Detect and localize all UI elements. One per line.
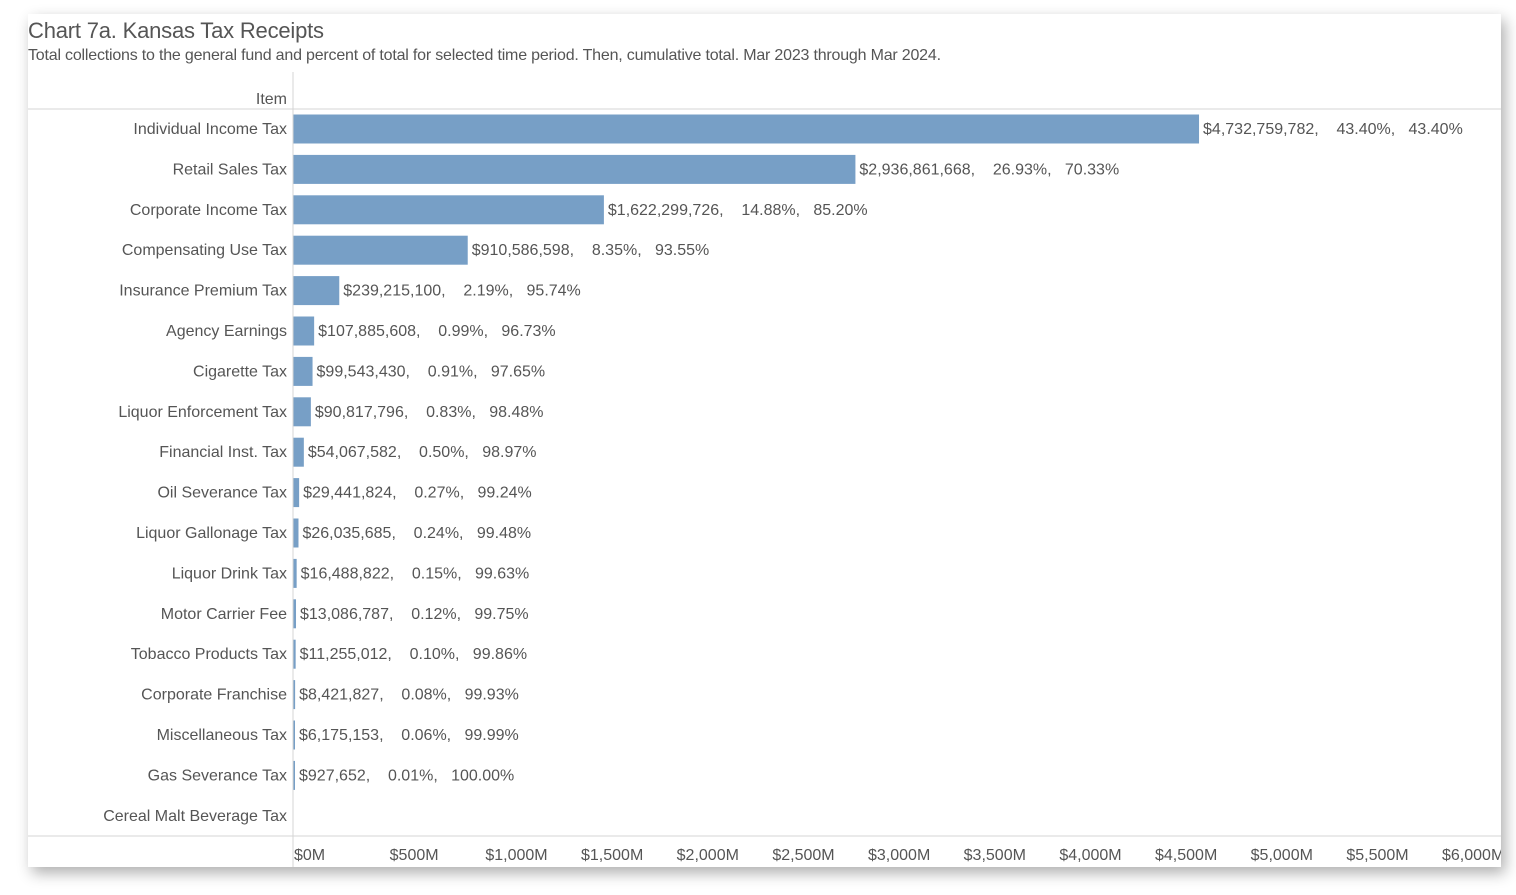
bar: [293, 276, 340, 306]
chart-card: Chart 7a. Kansas Tax Receipts Total coll…: [28, 14, 1501, 867]
x-tick-label: $3,000M: [868, 847, 930, 864]
bar: [293, 114, 1200, 144]
x-tick-label: $6,000M: [1442, 847, 1501, 864]
category-label: Tobacco Products Tax: [131, 646, 287, 663]
chart-frame: [28, 72, 1501, 867]
bar-data-label: $910,586,598, 8.35%, 93.55%: [472, 242, 710, 259]
category-label: Gas Severance Tax: [148, 767, 287, 784]
category-label: Cigarette Tax: [193, 363, 287, 380]
bar: [293, 720, 295, 750]
category-label: Financial Inst. Tax: [159, 444, 287, 461]
x-axis-ticks: $0M $500M $1,000M $1,500M $2,000M $2,500M $3,0…: [294, 847, 1501, 864]
category-label: Compensating Use Tax: [122, 242, 287, 259]
bar: [293, 760, 295, 790]
bar-data-label: $2,936,861,668, 26.93%, 70.33%: [859, 161, 1119, 178]
category-label: Miscellaneous Tax: [157, 727, 287, 744]
bar: [293, 639, 296, 669]
category-label: Corporate Franchise: [141, 687, 287, 704]
x-tick-label: $5,000M: [1251, 847, 1313, 864]
category-label: Cereal Malt Beverage Tax: [103, 808, 287, 825]
bar: [293, 437, 304, 467]
category-label: Liquor Enforcement Tax: [118, 404, 287, 421]
bar: [293, 680, 296, 710]
x-tick-label: $500M: [390, 847, 439, 864]
category-label: Oil Severance Tax: [157, 485, 287, 502]
bar: [293, 154, 856, 184]
x-tick-label: $4,000M: [1059, 847, 1121, 864]
bar-data-label: $11,255,012, 0.10%, 99.86%: [300, 646, 527, 663]
bar-data-label: $107,885,608, 0.99%, 96.73%: [318, 323, 556, 340]
x-tick-label: $1,500M: [581, 847, 643, 864]
category-label: Corporate Income Tax: [130, 202, 287, 219]
bar-data-label: $16,488,822, 0.15%, 99.63%: [301, 565, 530, 582]
bar: [293, 558, 297, 588]
bar-data-label: $8,421,827, 0.08%, 99.93%: [299, 687, 519, 704]
bar: [293, 195, 604, 225]
bar-data-label: $239,215,100, 2.19%, 95.74%: [343, 283, 581, 300]
bar-data-label: $54,067,582, 0.50%, 98.97%: [308, 444, 537, 461]
x-tick-label: $4,500M: [1155, 847, 1217, 864]
bar: [293, 518, 299, 548]
bar-data-label: $927,652, 0.01%, 100.00%: [299, 767, 514, 784]
bar-data-label: $29,441,824, 0.27%, 99.24%: [303, 485, 532, 502]
category-label: Retail Sales Tax: [173, 161, 287, 178]
x-tick-label: $2,000M: [677, 847, 739, 864]
bar: [293, 599, 297, 629]
bar-chart: Item Individual Income Tax Retail Sales T…: [28, 72, 1501, 867]
bar-data-label: $26,035,685, 0.24%, 99.48%: [302, 525, 531, 542]
data-labels: $4,732,759,782, 43.40%, 43.40% $2,936,861…: [299, 121, 1463, 784]
x-tick-label: $0M: [294, 847, 325, 864]
bar: [293, 478, 300, 508]
bar: [293, 397, 311, 427]
category-labels: Individual Income Tax Retail Sales Tax Cor…: [103, 121, 287, 825]
bar: [293, 235, 468, 265]
x-tick-label: $1,000M: [485, 847, 547, 864]
category-label: Liquor Gallonage Tax: [136, 525, 287, 542]
category-label: Insurance Premium Tax: [119, 283, 287, 300]
bar: [293, 356, 313, 386]
chart-title: Chart 7a. Kansas Tax Receipts: [28, 18, 324, 43]
x-tick-label: $3,500M: [964, 847, 1026, 864]
x-tick-label: $2,500M: [772, 847, 834, 864]
bar-data-label: $1,622,299,726, 14.88%, 85.20%: [608, 202, 868, 219]
bar-data-label: $6,175,153, 0.06%, 99.99%: [299, 727, 519, 744]
category-label: Agency Earnings: [166, 323, 287, 340]
x-tick-label: $5,500M: [1346, 847, 1408, 864]
bar-data-label: $90,817,796, 0.83%, 98.48%: [315, 404, 544, 421]
category-label: Liquor Drink Tax: [172, 565, 287, 582]
bar-data-label: $99,543,430, 0.91%, 97.65%: [317, 363, 546, 380]
category-label: Individual Income Tax: [133, 121, 287, 138]
bar: [293, 316, 315, 346]
chart-subtitle: Total collections to the general fund an…: [28, 47, 941, 64]
bars-group: [293, 114, 1200, 790]
bar-data-label: $4,732,759,782, 43.40%, 43.40%: [1203, 121, 1463, 138]
y-axis-header: Item: [256, 91, 287, 108]
category-label: Motor Carrier Fee: [161, 606, 287, 623]
bar-data-label: $13,086,787, 0.12%, 99.75%: [300, 606, 529, 623]
